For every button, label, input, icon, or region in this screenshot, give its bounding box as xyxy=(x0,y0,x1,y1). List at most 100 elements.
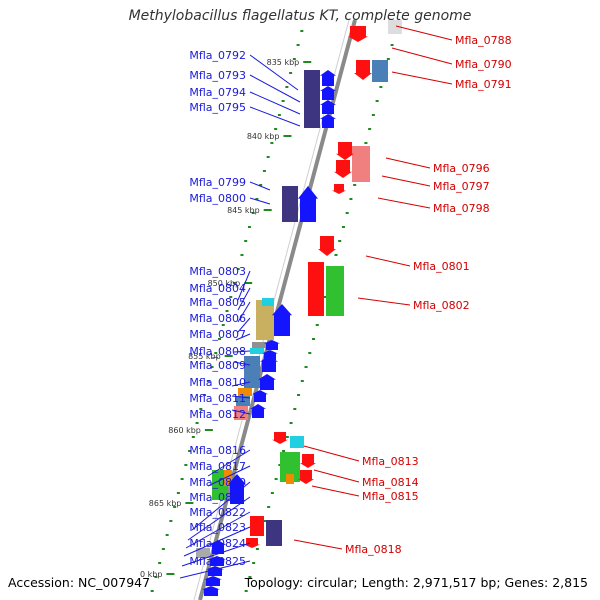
label-leader-left xyxy=(249,181,271,191)
track-dot-left xyxy=(270,142,274,144)
gene-label-mfla_0818: Mfla_0818 xyxy=(345,543,402,556)
gene-label-mfla_0809: Mfla_0809 xyxy=(189,359,246,372)
label-leader-right xyxy=(381,175,431,187)
track-dot-left xyxy=(240,254,244,256)
label-leader-left xyxy=(249,197,271,205)
gene-block xyxy=(266,520,282,546)
gene-label-mfla_0820: Mfla_0820 xyxy=(189,476,246,489)
label-leader-left xyxy=(231,409,251,415)
track-dot-right xyxy=(278,464,282,466)
gene-label-mfla_0805: Mfla_0805 xyxy=(189,296,246,309)
track-dot-left xyxy=(180,478,184,480)
gene-label-mfla_0810: Mfla_0810 xyxy=(189,376,246,389)
track-dot-left xyxy=(210,366,214,368)
gene-block xyxy=(196,548,210,558)
label-leader-left xyxy=(187,496,251,541)
gene-label-mfla_0812: Mfla_0812 xyxy=(189,408,246,421)
track-dot-left xyxy=(232,282,236,284)
gene-label-mfla_0802: Mfla_0802 xyxy=(413,299,470,312)
gene-label-mfla_0825: Mfla_0825 xyxy=(189,555,246,568)
track-dot-left xyxy=(255,198,259,200)
track-dot-right xyxy=(304,366,308,368)
track-dot-right xyxy=(270,492,274,494)
track-dot-right xyxy=(255,548,259,550)
gene-label-mfla_0801: Mfla_0801 xyxy=(413,260,470,273)
gene-arrow xyxy=(210,540,226,554)
track-dot-left xyxy=(173,506,177,508)
label-leader-right xyxy=(385,157,431,169)
track-dot-right xyxy=(334,254,338,256)
label-leader-left xyxy=(233,350,251,353)
gene-label-mfla_0813: Mfla_0813 xyxy=(362,455,419,468)
gene-arrow xyxy=(298,470,314,484)
track-dot-right xyxy=(267,506,271,508)
gene-label-mfla_0806: Mfla_0806 xyxy=(189,312,246,325)
gene-block xyxy=(280,452,300,482)
kbp-label: 855 kbp xyxy=(188,352,221,361)
track-dot-left xyxy=(169,520,173,522)
label-leader-right xyxy=(293,539,343,550)
track-dot-right xyxy=(293,408,297,410)
track-dot-left xyxy=(188,450,192,452)
gene-label-mfla_0817: Mfla_0817 xyxy=(189,460,246,473)
gene-arrow xyxy=(334,160,352,178)
label-leader-right xyxy=(313,469,360,483)
gene-label-mfla_0807: Mfla_0807 xyxy=(189,328,246,341)
track-dot-left xyxy=(277,114,281,116)
gene-block xyxy=(244,356,260,388)
gene-arrow xyxy=(318,236,336,256)
track-dot-right xyxy=(349,198,353,200)
gene-arrow xyxy=(264,340,280,350)
track-dot-right xyxy=(308,352,312,354)
gene-label-mfla_0822: Mfla_0822 xyxy=(189,506,246,519)
track-dot-left xyxy=(161,548,165,550)
label-leader-left xyxy=(249,54,299,91)
gene-arrow xyxy=(260,356,278,372)
track-dot-right xyxy=(289,422,293,424)
label-leader-left xyxy=(237,301,251,323)
label-leader-right xyxy=(391,47,453,65)
gene-arrow xyxy=(320,114,336,128)
label-leader-left xyxy=(237,287,251,311)
track-dot-left xyxy=(203,394,207,396)
track-dot-right xyxy=(338,240,342,242)
gene-arrow xyxy=(252,390,268,402)
track-dot-right xyxy=(285,436,289,438)
gene-block xyxy=(250,516,264,536)
gene-block xyxy=(286,474,294,484)
track-dot-left xyxy=(214,352,218,354)
track-dot-right xyxy=(364,142,368,144)
gene-block xyxy=(388,20,402,34)
gene-label-mfla_0808: Mfla_0808 xyxy=(189,345,246,358)
gene-label-mfla_0798: Mfla_0798 xyxy=(433,202,490,215)
track-dot-right xyxy=(297,394,301,396)
gene-label-mfla_0797: Mfla_0797 xyxy=(433,180,490,193)
track-dot-right xyxy=(282,450,286,452)
gene-arrow xyxy=(336,142,354,160)
label-leader-left xyxy=(249,106,301,127)
gene-label-mfla_0796: Mfla_0796 xyxy=(433,162,490,175)
gene-block xyxy=(308,262,324,316)
label-leader-left xyxy=(231,395,251,399)
label-leader-left xyxy=(191,481,251,531)
gene-arrow xyxy=(250,404,266,418)
kbp-label: 860 kbp xyxy=(168,426,201,435)
track-dot-right xyxy=(323,296,327,298)
gene-label-mfla_0811: Mfla_0811 xyxy=(189,392,246,405)
gene-block xyxy=(262,298,274,306)
label-leader-right xyxy=(311,485,360,497)
gene-label-mfla_0791: Mfla_0791 xyxy=(455,78,512,91)
kbp-label: 840 kbp xyxy=(247,132,280,141)
gene-block xyxy=(256,300,274,340)
gene-label-mfla_0800: Mfla_0800 xyxy=(189,192,246,205)
gene-label-mfla_0814: Mfla_0814 xyxy=(362,476,419,489)
label-leader-right xyxy=(365,255,411,267)
gene-arrow xyxy=(244,538,260,548)
track-dot-left xyxy=(229,296,233,298)
track-dot-right xyxy=(341,226,345,228)
track-dot-left xyxy=(236,268,240,270)
gene-arrow xyxy=(202,586,220,596)
label-leader-left xyxy=(237,317,251,333)
track-dot-left xyxy=(165,534,169,536)
